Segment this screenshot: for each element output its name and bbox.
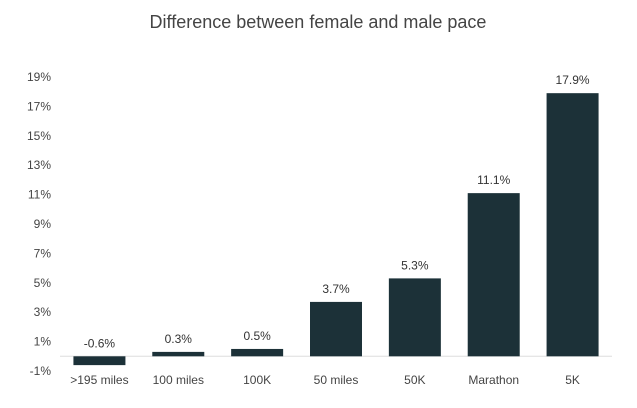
chart-title: Difference between female and male pace (150, 12, 487, 32)
y-tick-label: 15% (27, 129, 51, 143)
x-axis: >195 miles 100 miles 100K 50 miles 50K Marath… (70, 373, 580, 387)
data-labels: -0.6% 0.3% 0.5% 3.7% 5.3% 11.1% 17.9% (84, 73, 590, 350)
bar (310, 301, 362, 357)
y-tick-label: 7% (34, 246, 52, 260)
y-tick-label: -1% (30, 364, 52, 378)
x-tick-label: 5K (565, 373, 580, 387)
bar-data-label: 5.3% (401, 258, 429, 272)
x-tick-label: 100K (243, 373, 271, 387)
y-tick-label: 19% (27, 70, 51, 84)
y-tick-label: 11% (28, 188, 51, 202)
bar-data-label: 0.3% (165, 332, 193, 346)
y-tick-label: 5% (34, 276, 52, 290)
bar (152, 351, 205, 357)
y-tick-label: 9% (34, 217, 52, 231)
bar-data-label: -0.6% (84, 336, 116, 350)
bar-data-label: 0.5% (243, 329, 271, 343)
x-tick-label: 50K (404, 373, 425, 387)
y-axis: -1% 1% 3% 5% 7% 9% 11% 13% 15% 17% 19% (27, 70, 51, 378)
y-tick-label: 17% (27, 99, 51, 113)
bar (388, 278, 441, 357)
bar (73, 356, 126, 366)
bars (73, 93, 599, 366)
y-tick-label: 3% (34, 305, 52, 319)
bar-data-label: 3.7% (322, 282, 350, 296)
y-tick-label: 13% (27, 158, 51, 172)
bar-data-label: 11.1% (477, 173, 510, 187)
x-tick-label: 50 miles (314, 373, 359, 387)
bar-data-label: 17.9% (556, 73, 590, 87)
x-tick-label: >195 miles (70, 373, 128, 387)
x-tick-label: 100 miles (153, 373, 204, 387)
y-tick-label: 1% (34, 335, 52, 349)
bar (467, 193, 520, 357)
x-tick-label: Marathon (468, 373, 519, 387)
bar (231, 348, 284, 357)
bar (546, 93, 599, 357)
